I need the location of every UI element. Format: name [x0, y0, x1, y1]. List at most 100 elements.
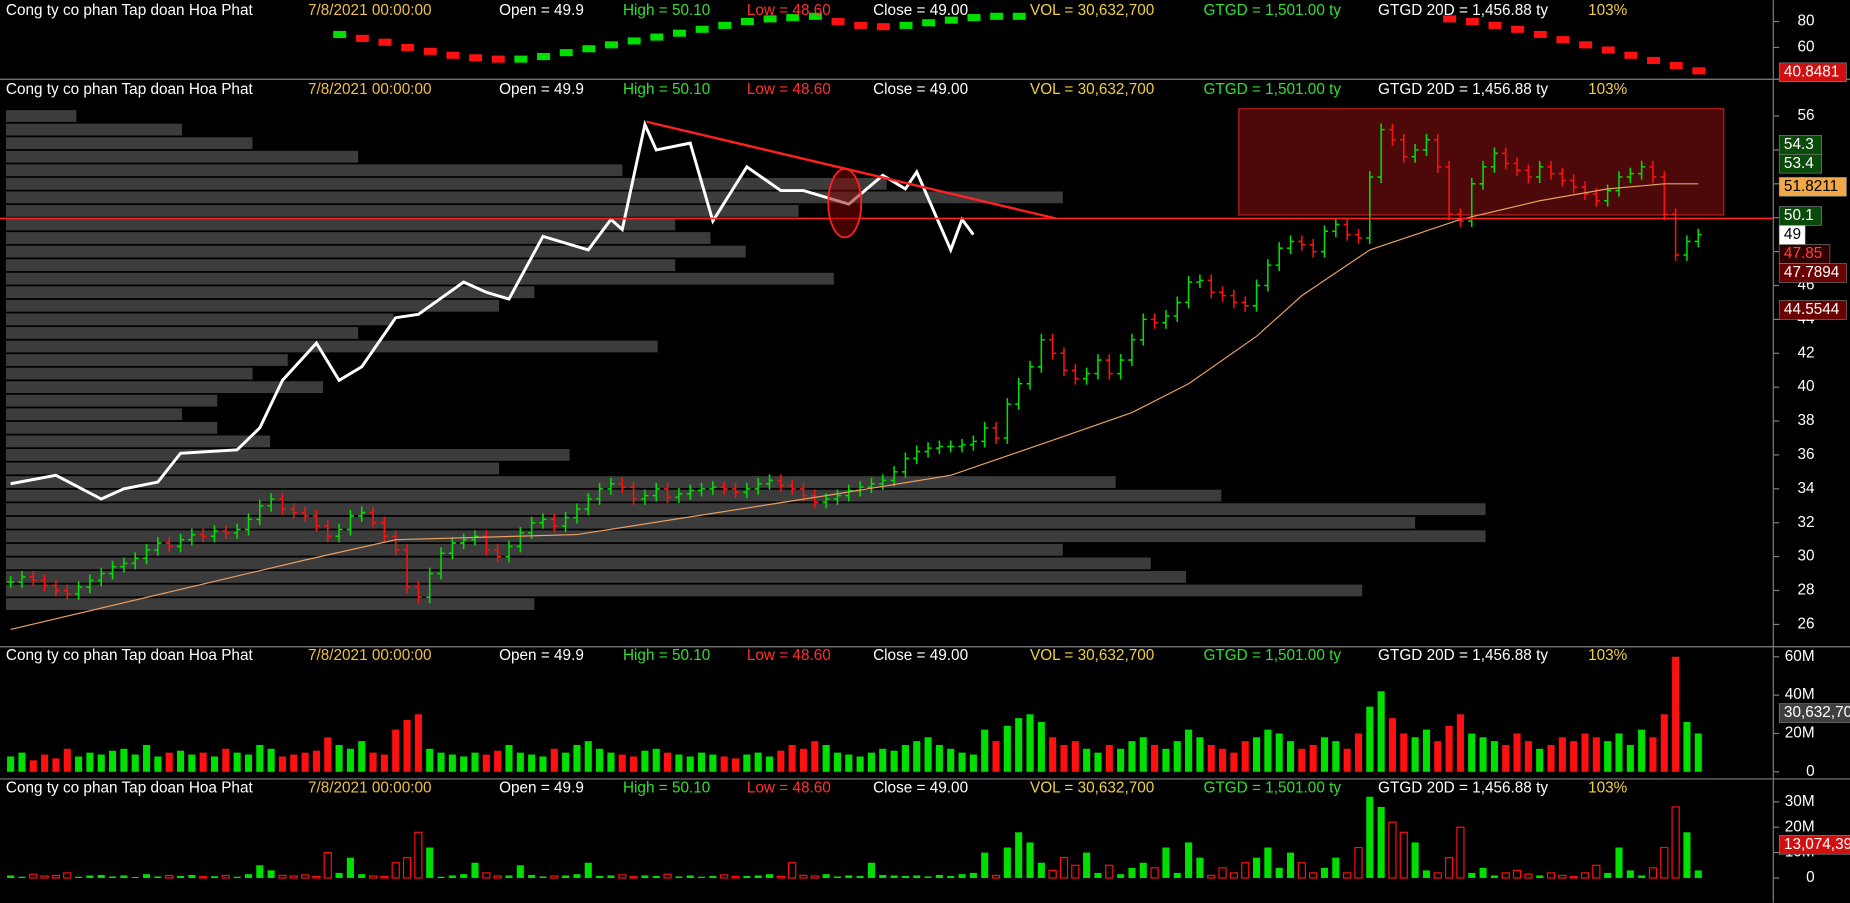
price-bar	[1445, 160, 1453, 221]
volume-profile-bar	[5, 449, 570, 461]
volume-bar	[109, 750, 117, 772]
volume-bar	[1207, 874, 1216, 879]
header-field: High = 50.10	[623, 647, 710, 664]
volume-bar	[131, 754, 139, 772]
volume-bar	[460, 756, 468, 772]
header-field: VOL = 30,632,700	[1030, 779, 1154, 796]
price-bar	[403, 543, 411, 594]
price-bar	[1026, 360, 1034, 390]
volume-bar	[958, 752, 966, 772]
volume-bar	[697, 752, 706, 772]
volume-bar	[618, 754, 626, 772]
header-field: Low = 48.60	[747, 779, 831, 796]
volume-bar	[346, 748, 354, 772]
price-bar	[788, 479, 796, 495]
volume-bar	[1037, 862, 1045, 878]
price-bar	[1015, 377, 1023, 411]
price-bar	[1083, 367, 1091, 385]
price-bar	[86, 574, 94, 594]
price-bar	[482, 530, 490, 556]
volume-bar	[289, 875, 298, 879]
volume-profile-bar	[5, 259, 676, 272]
indicator-point	[355, 34, 369, 42]
volume-bar	[1694, 733, 1702, 772]
volume-bar	[924, 737, 932, 772]
price-bar	[1672, 208, 1680, 261]
volume-bar	[426, 847, 434, 878]
price-bar	[573, 503, 581, 524]
volume-bar	[414, 831, 423, 879]
volume-bar	[1003, 847, 1011, 878]
volume-profile-bar	[5, 313, 394, 326]
volume-bar	[176, 750, 185, 772]
volume-bar	[1297, 862, 1306, 879]
volume-bar	[1185, 729, 1193, 772]
volume-profile-bar	[5, 381, 323, 394]
price-bar	[1286, 235, 1295, 255]
value-label: 53.4	[1784, 155, 1814, 172]
y-tick-label: 56	[1798, 107, 1815, 124]
volume-bar	[1546, 872, 1556, 879]
indicator-point	[378, 38, 392, 46]
volume-bar	[323, 852, 332, 879]
value-label: 49	[1784, 226, 1801, 243]
volume-bar	[1026, 842, 1034, 878]
price-bar	[596, 482, 604, 505]
volume-bar	[867, 752, 875, 772]
volume-bar	[811, 741, 819, 772]
price-bar	[1105, 354, 1113, 380]
price-bar	[267, 493, 275, 512]
indicator-point	[469, 54, 483, 62]
header-field: GTGD = 1,501.00 ty	[1203, 81, 1341, 98]
volume-bar	[901, 744, 909, 772]
volume-bar	[369, 752, 377, 772]
volume-profile-bar	[5, 177, 887, 190]
value-label: 30,632,70	[1784, 704, 1850, 721]
volume-bar	[528, 754, 536, 772]
volume-profile-bar	[5, 232, 711, 244]
volume-bar	[607, 875, 615, 878]
volume-bar	[414, 714, 422, 772]
price-bar	[1207, 274, 1215, 299]
price-bar	[1037, 333, 1045, 373]
price-bar	[256, 499, 264, 526]
price-bar	[1219, 286, 1227, 302]
price-bar	[618, 477, 626, 494]
price-bar	[1332, 218, 1340, 238]
volume-bar	[845, 875, 853, 878]
indicator-point	[1533, 30, 1547, 39]
price-bar	[358, 506, 366, 522]
volume-bar	[1229, 872, 1239, 879]
price-bar	[1264, 259, 1272, 292]
price-bar	[1309, 238, 1317, 258]
y-tick-label: 20M	[1785, 725, 1815, 742]
volume-bar	[1377, 691, 1385, 772]
y-tick-label: 26	[1798, 615, 1815, 632]
volume-bar	[516, 865, 524, 878]
y-tick-label: 0	[1806, 869, 1815, 886]
price-bar	[1275, 242, 1283, 272]
volume-profile-bar	[5, 137, 253, 150]
volume-bar	[720, 756, 728, 772]
volume-bar	[312, 750, 320, 772]
volume-bar	[1399, 831, 1408, 879]
volume-bar	[981, 729, 989, 772]
volume-bar	[856, 756, 864, 772]
indicator-point	[967, 14, 981, 22]
header-field: Open = 49.9	[499, 647, 584, 664]
volume-bar	[51, 874, 61, 879]
value-label-bg	[1778, 703, 1850, 723]
volume-bar	[765, 874, 774, 878]
price-bar	[1479, 160, 1487, 190]
volume-bar	[596, 875, 604, 878]
indicator-point	[1669, 62, 1683, 70]
volume-bar	[1490, 875, 1498, 878]
moving-average-line	[10, 183, 1699, 631]
volume-bar	[1219, 748, 1227, 772]
volume-profile-bar	[5, 598, 535, 610]
volume-bar	[539, 756, 547, 772]
volume-bar	[947, 875, 955, 878]
y-tick-label: 36	[1798, 446, 1815, 463]
price-bar	[154, 537, 162, 556]
volume-profile-bar	[5, 354, 288, 366]
